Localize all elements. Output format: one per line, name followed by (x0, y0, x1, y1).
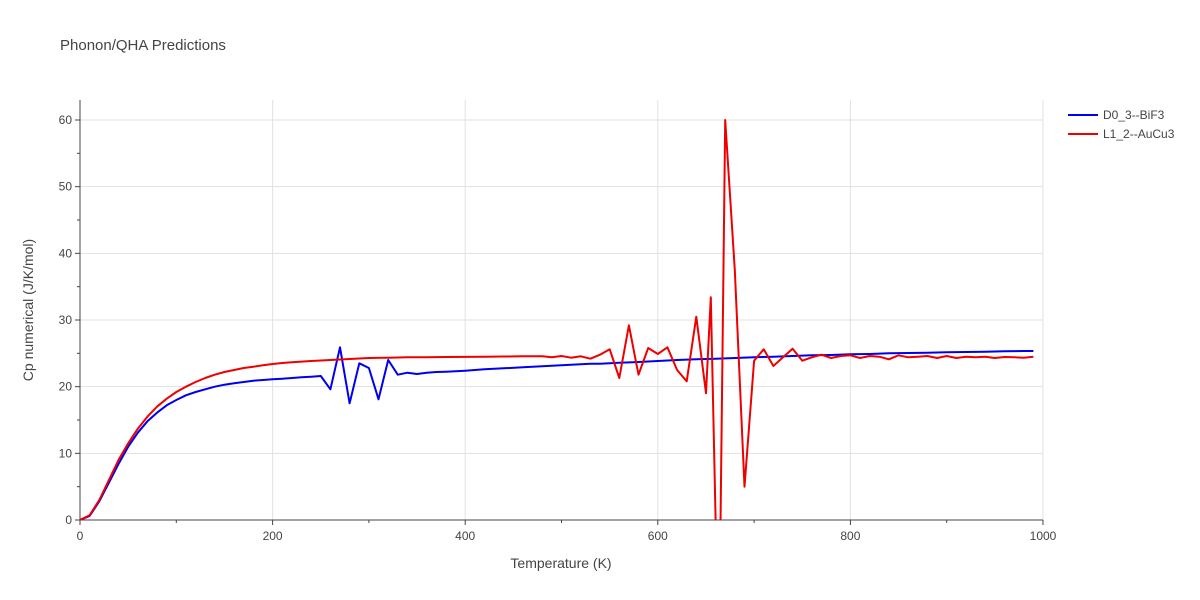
legend[interactable]: D0_3--BiF3 L1_2--AuCu3 (1068, 108, 1175, 141)
series-line-0 (80, 346, 1034, 520)
grid (80, 100, 1044, 520)
x-tick-label: 200 (263, 529, 283, 543)
series-line-1 (80, 119, 1034, 520)
legend-label: D0_3--BiF3 (1103, 108, 1165, 122)
y-tick-label: 50 (59, 180, 73, 194)
tick-labels: 0 200 400 600 800 1000 0 10 20 30 40 50 60 (59, 113, 1057, 543)
x-axis-title: Temperature (K) (510, 555, 611, 571)
y-tick-label: 60 (59, 113, 73, 127)
legend-label: L1_2--AuCu3 (1103, 127, 1175, 141)
y-axis-title: Cp numerical (J/K/mol) (20, 239, 36, 381)
y-tick-label: 10 (59, 446, 73, 460)
axes (75, 100, 1044, 525)
legend-item[interactable]: L1_2--AuCu3 (1068, 127, 1175, 141)
y-tick-label: 20 (59, 380, 73, 394)
chart-title: Phonon/QHA Predictions (60, 37, 226, 54)
x-tick-label: 0 (77, 529, 84, 543)
x-tick-label: 400 (455, 529, 475, 543)
legend-item[interactable]: D0_3--BiF3 (1068, 108, 1165, 122)
y-tick-label: 40 (59, 246, 73, 260)
x-tick-label: 800 (840, 529, 860, 543)
x-tick-label: 1000 (1030, 529, 1057, 543)
x-tick-label: 600 (648, 529, 668, 543)
series-lines (80, 119, 1034, 520)
y-tick-label: 30 (59, 313, 73, 327)
y-tick-label: 0 (65, 513, 72, 527)
